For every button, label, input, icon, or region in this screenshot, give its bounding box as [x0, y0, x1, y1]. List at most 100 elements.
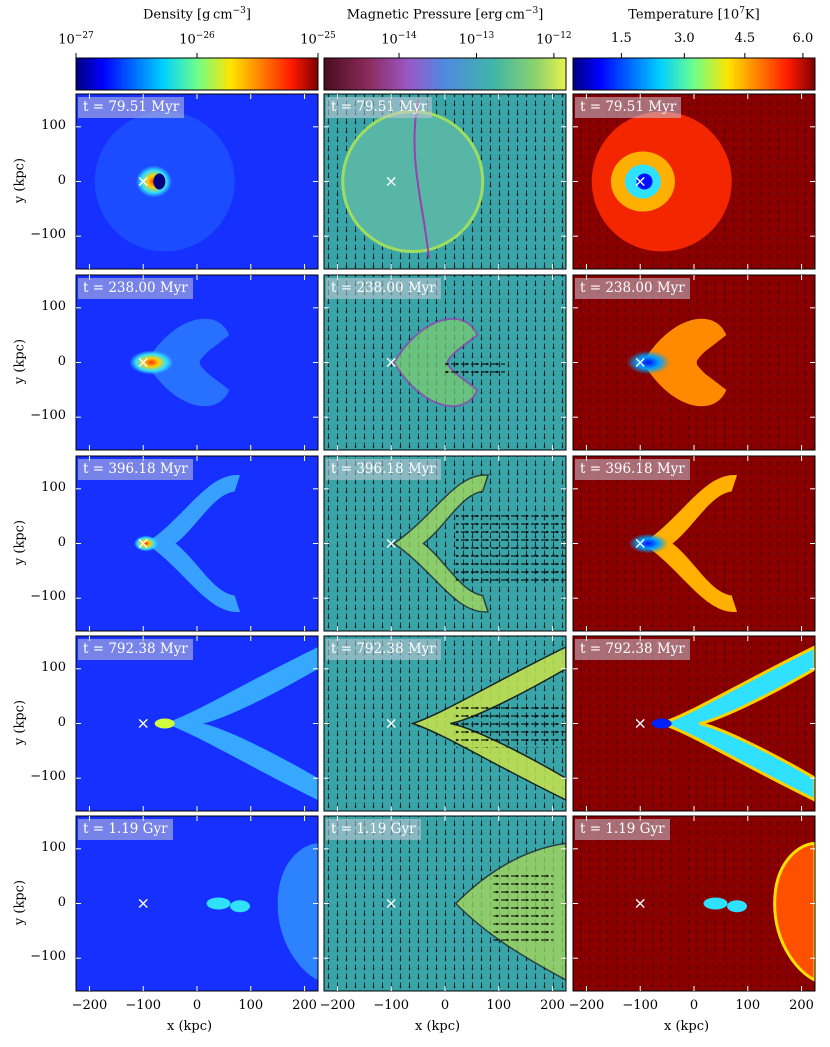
y-tick-label: 0 — [57, 534, 66, 550]
y-tick-label: 0 — [57, 714, 66, 730]
colorbar-tick-label: 10−25 — [300, 31, 336, 48]
time-label: t = 396.18 Myr — [575, 459, 690, 480]
x-tick-label: 0 — [192, 998, 202, 1013]
time-label: t = 396.18 Myr — [326, 459, 441, 480]
bh-marker: × — [385, 353, 398, 372]
colorbar-tick-label: 10−14 — [381, 31, 417, 48]
panel-r4-c2 — [573, 816, 815, 991]
bh-marker: × — [634, 172, 647, 191]
panel-r0-c0 — [76, 94, 318, 269]
panel-r0-c1 — [324, 94, 566, 269]
x-tick-label: −100 — [125, 998, 162, 1013]
x-tick-label: −200 — [568, 998, 605, 1013]
bh-marker: × — [137, 353, 150, 372]
y-axis-label: y (kpc) — [12, 338, 28, 384]
y-axis-label: y (kpc) — [12, 157, 28, 203]
bh-marker: × — [634, 894, 647, 913]
panel-r3-c1 — [324, 636, 566, 811]
colorbar-tick-label: 1.5 — [611, 31, 632, 46]
x-tick-label: −200 — [319, 998, 356, 1013]
time-label: t = 238.00 Myr — [326, 278, 441, 299]
x-tick-label: 0 — [689, 998, 699, 1013]
y-tick-label: 0 — [57, 172, 66, 188]
bh-marker: × — [385, 714, 398, 733]
bh-marker: × — [137, 534, 150, 553]
y-tick-label: 100 — [41, 839, 66, 855]
bh-marker: × — [385, 534, 398, 553]
colorbar-tick-label: 10−13 — [458, 31, 495, 48]
x-axis-label: x (kpc) — [415, 1019, 461, 1034]
panel-r4-c1 — [324, 816, 566, 991]
panel-r2-c2 — [573, 456, 815, 631]
bh-marker: × — [137, 714, 150, 733]
panel-r1-c1 — [324, 275, 566, 450]
y-tick-label: 100 — [41, 659, 66, 675]
colorbar-tick-label: 3.0 — [673, 31, 695, 46]
panel-r2-c0 — [76, 456, 318, 631]
time-label: t = 792.38 Myr — [575, 639, 690, 660]
colorbar-tick-label: 4.5 — [734, 31, 756, 46]
bh-marker: × — [137, 894, 150, 913]
bh-marker: × — [385, 894, 398, 913]
time-label: t = 792.38 Myr — [78, 639, 193, 660]
bh-marker: × — [634, 353, 647, 372]
x-tick-label: −100 — [373, 998, 410, 1013]
y-tick-label: −100 — [30, 769, 66, 785]
time-label: t = 79.51 Myr — [78, 97, 185, 118]
x-tick-label: −200 — [71, 998, 108, 1013]
y-tick-label: 0 — [57, 353, 66, 369]
colorbar-title: Magnetic Pressure [erg cm−3] — [346, 6, 544, 23]
panel-r3-c2 — [573, 636, 815, 811]
time-label: t = 79.51 Myr — [326, 97, 433, 118]
colorbar-0 — [75, 57, 319, 91]
y-tick-label: −100 — [30, 949, 66, 965]
y-tick-label: −100 — [30, 408, 66, 424]
y-tick-label: 100 — [41, 479, 66, 495]
colorbar-title: Density [g cm−3] — [143, 6, 251, 23]
bh-marker: × — [634, 714, 647, 733]
x-tick-label: 0 — [440, 998, 450, 1013]
y-tick-label: 100 — [41, 117, 66, 133]
panel-r4-c0 — [76, 816, 318, 991]
x-tick-label: 100 — [735, 998, 761, 1013]
x-tick-label: −100 — [622, 998, 659, 1013]
x-axis-label: x (kpc) — [167, 1019, 213, 1034]
colorbar-title: Temperature [107K] — [628, 6, 760, 23]
time-label: t = 1.19 Gyr — [78, 819, 173, 840]
bh-marker: × — [385, 172, 398, 191]
colorbar-2 — [572, 57, 816, 91]
x-tick-label: 100 — [238, 998, 264, 1013]
time-label: t = 1.19 Gyr — [575, 819, 670, 840]
y-tick-label: −100 — [30, 227, 66, 243]
y-tick-label: 100 — [41, 298, 66, 314]
panel-r1-c0 — [76, 275, 318, 450]
y-axis-label: y (kpc) — [12, 699, 28, 745]
time-label: t = 1.19 Gyr — [326, 819, 421, 840]
bh-marker: × — [137, 172, 150, 191]
bh-marker: × — [634, 534, 647, 553]
colorbar-tick-label: 10−26 — [179, 31, 215, 48]
time-label: t = 238.00 Myr — [78, 278, 193, 299]
y-axis-label: y (kpc) — [12, 879, 28, 925]
colorbar-tick-label: 10−12 — [536, 31, 572, 48]
x-axis-label: x (kpc) — [664, 1019, 710, 1034]
x-tick-label: 200 — [789, 998, 814, 1013]
y-tick-label: −100 — [30, 589, 66, 605]
x-tick-label: 100 — [486, 998, 512, 1013]
panel-r1-c2 — [573, 275, 815, 450]
panel-r2-c1 — [324, 456, 566, 631]
time-label: t = 792.38 Myr — [326, 639, 441, 660]
panel-r3-c0 — [76, 636, 318, 811]
colorbar-1 — [323, 57, 567, 91]
time-label: t = 79.51 Myr — [575, 97, 682, 118]
colorbar-tick-label: 6.0 — [792, 31, 814, 46]
time-label: t = 396.18 Myr — [78, 459, 193, 480]
y-axis-label: y (kpc) — [12, 519, 28, 565]
x-tick-label: 200 — [540, 998, 565, 1013]
x-tick-label: 200 — [292, 998, 317, 1013]
panel-r0-c2 — [573, 94, 815, 269]
y-tick-label: 0 — [57, 894, 66, 910]
colorbar-tick-label: 10−27 — [58, 31, 94, 48]
time-label: t = 238.00 Myr — [575, 278, 690, 299]
